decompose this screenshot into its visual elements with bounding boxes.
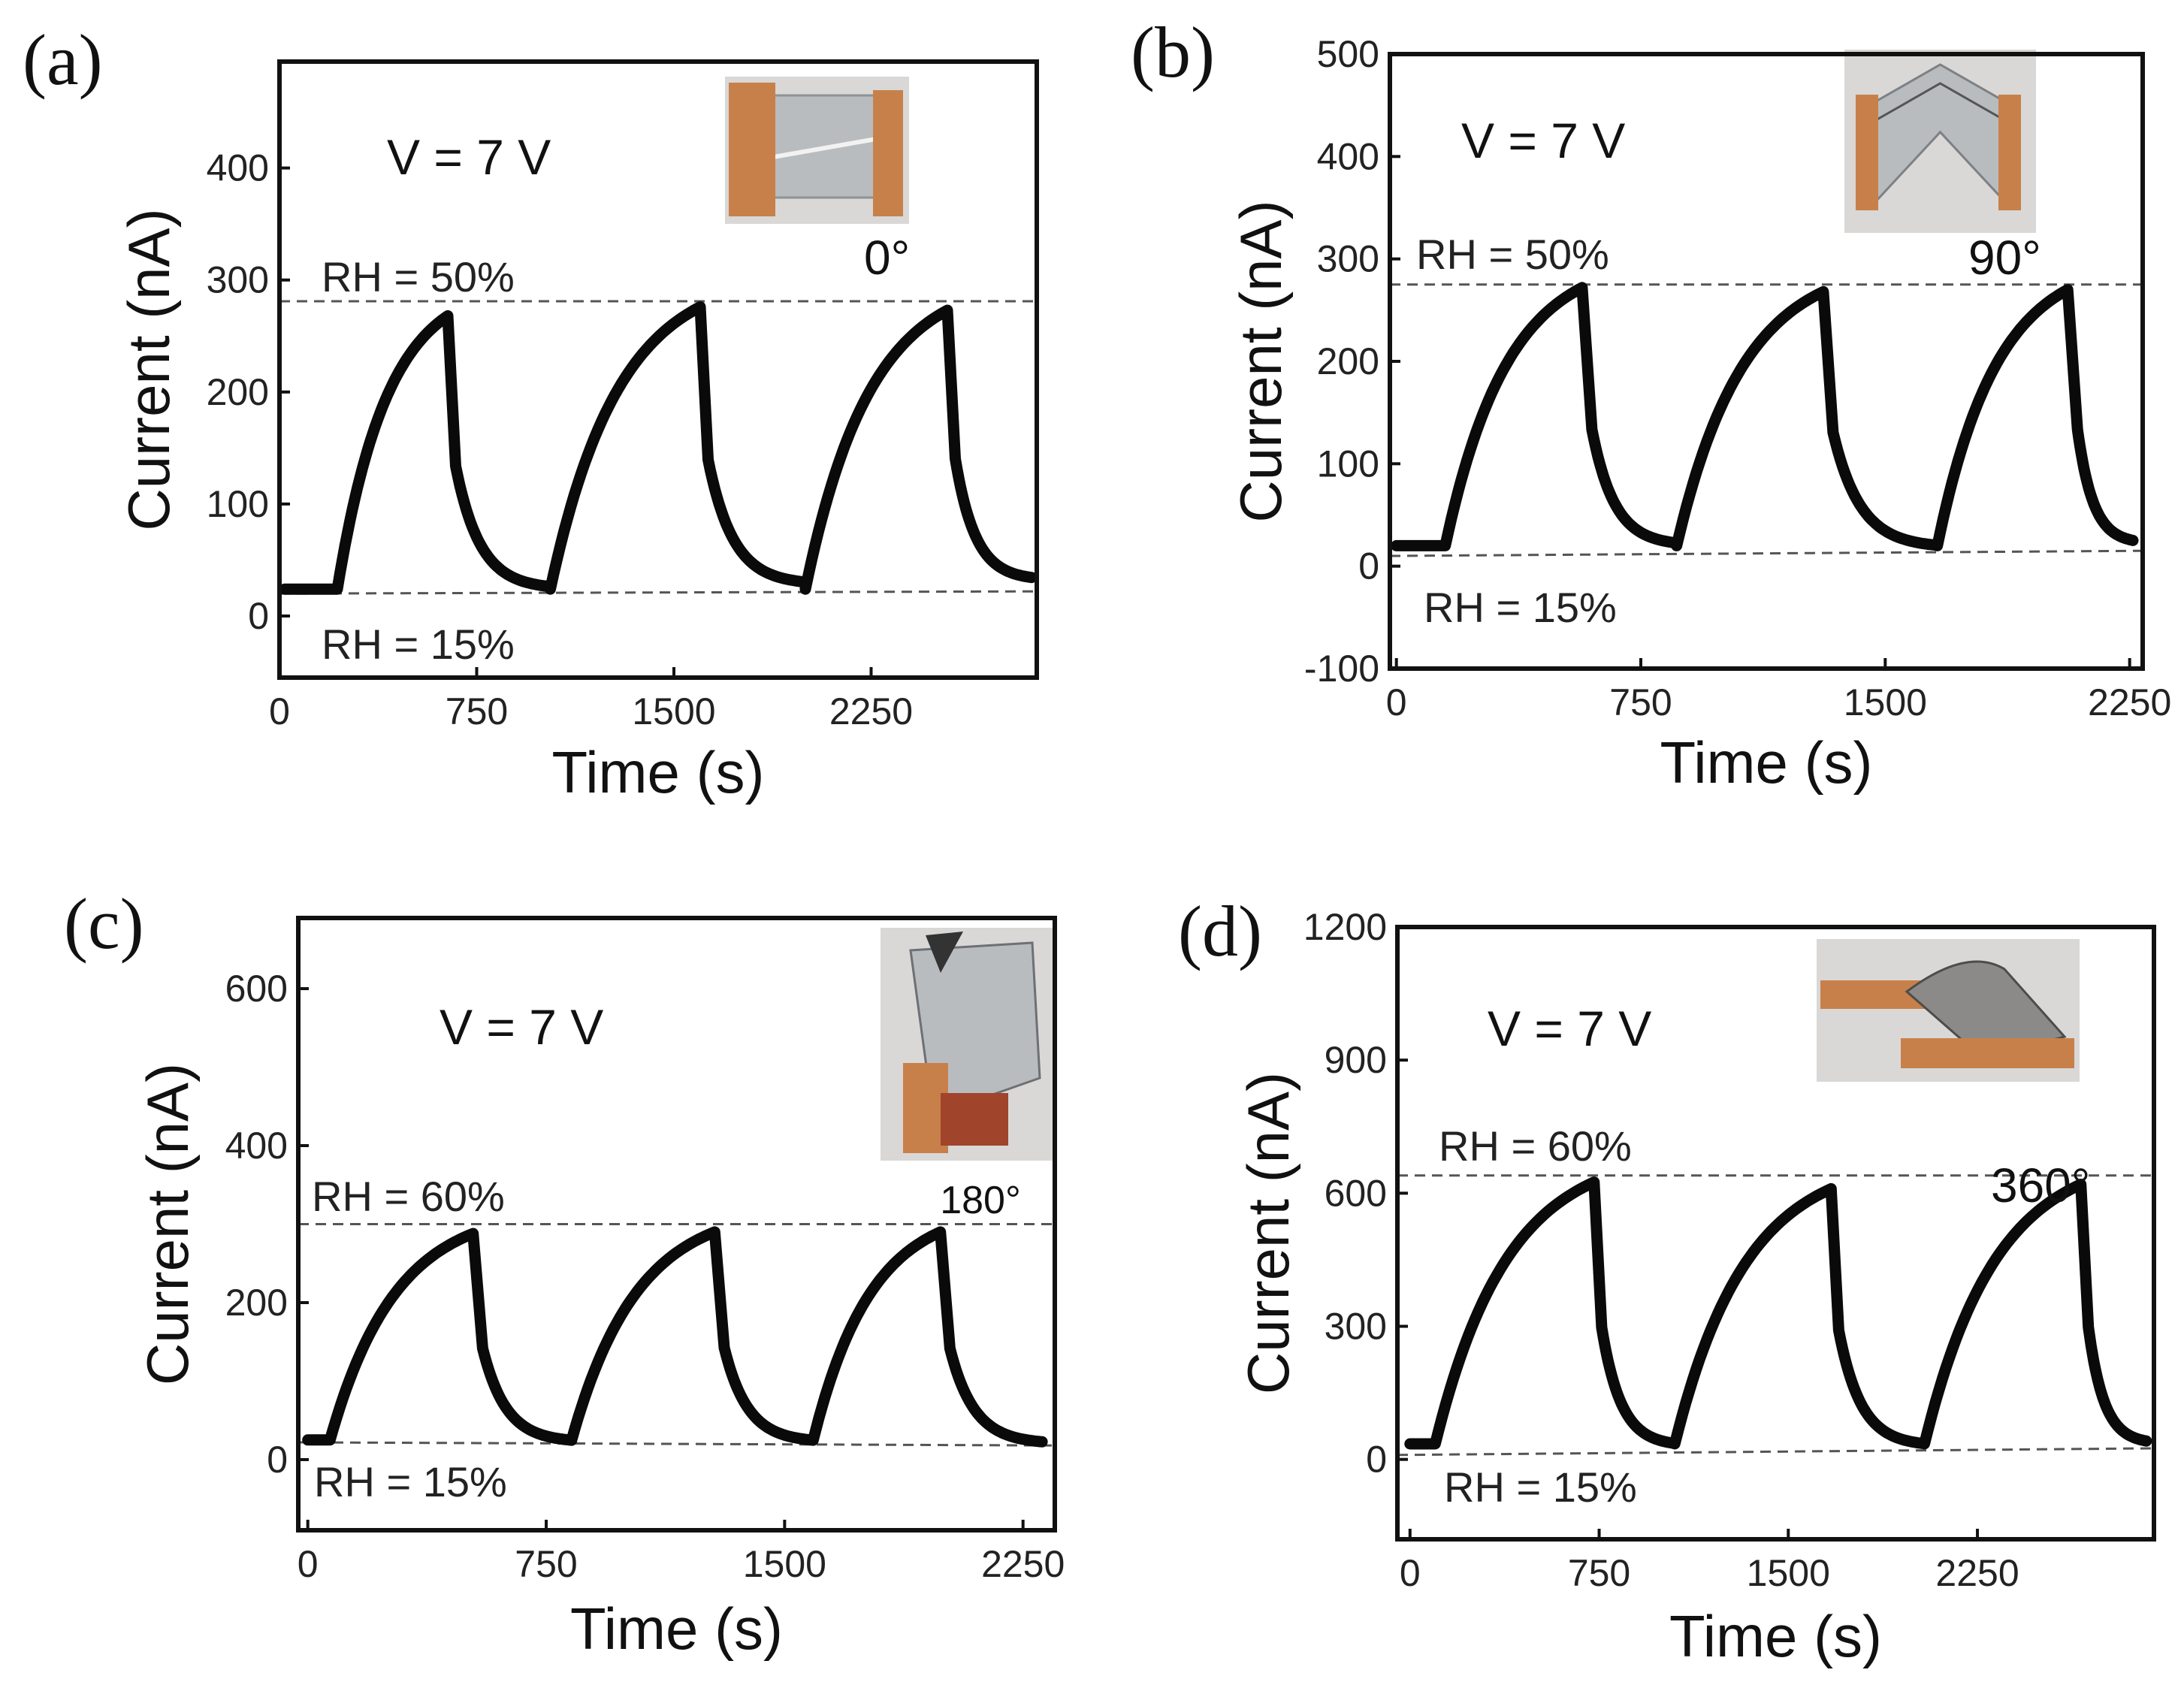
rh-high-label: RH = 50% [322, 253, 515, 300]
copper-electrode-left [1856, 95, 1878, 210]
twisted-leaf-sample-photo [1817, 939, 2080, 1082]
copper-electrode-right [873, 90, 903, 216]
y-tick-label: 300 [1325, 1306, 1387, 1348]
y-tick-label: 500 [1317, 33, 1379, 75]
rh-low-label: RH = 15% [322, 621, 515, 668]
panel-b: (b)0 750 1500 2250-1000100200300400500Time … [1131, 12, 2171, 796]
y-tick-label: 200 [207, 371, 269, 413]
plot-frame [296, 916, 1057, 1533]
panel-d: (d) 0 750 1500 2250 0 300 600 900 1200 Time (s) Cur… [1178, 891, 2156, 1669]
x-tick-label: 2250 [1935, 1552, 2019, 1594]
x-tick-label: 0 [298, 1543, 319, 1585]
rh-low-label: RH = 15% [314, 1458, 507, 1505]
flat-leaf-sample-photo [725, 77, 909, 224]
rh-high-label: RH = 50% [1416, 231, 1609, 278]
tweezer-tip [926, 932, 963, 973]
bent-leaf-sample-photo [1844, 50, 2036, 233]
x-axis-title: Time (s) [1669, 1603, 1882, 1669]
bend-angle-label: 360° [1991, 1158, 2090, 1212]
panel-label: (b) [1131, 12, 1215, 92]
x-axis-title: Time (s) [570, 1596, 783, 1662]
y-axis-title: Current (nA) [1228, 200, 1294, 522]
current-trace [302, 1226, 1048, 1448]
rh-high-label: RH = 60% [1439, 1122, 1632, 1170]
bend-angle-label: 0° [864, 231, 910, 285]
copper-electrode-left [729, 83, 775, 216]
x-tick-label: 2250 [829, 690, 913, 732]
copper-electrode-right [941, 1093, 1008, 1146]
reference-line-low [298, 1441, 1056, 1447]
y-tick-label: 300 [207, 259, 269, 301]
y-tick-label: 200 [1317, 340, 1379, 382]
reference-line-low [279, 590, 1038, 595]
y-tick-label: 300 [1317, 238, 1379, 280]
voltage-label: V = 7 V [387, 129, 551, 185]
folded-leaf-sample-photo [881, 928, 1055, 1161]
panel-label: (c) [64, 883, 144, 964]
y-tick-label: 100 [1317, 442, 1379, 485]
y-tick-label: -100 [1304, 648, 1379, 690]
x-axis-title: Time (s) [551, 739, 764, 805]
current-trace [279, 301, 1038, 595]
x-tick-label: 0 [269, 690, 290, 732]
voltage-label: V = 7 V [440, 999, 603, 1055]
y-tick-label: 600 [225, 968, 288, 1010]
y-tick-label: 900 [1325, 1039, 1387, 1081]
copper-electrode-right [1998, 95, 2021, 210]
x-tick-label: 750 [446, 690, 508, 732]
y-tick-label: 1200 [1303, 906, 1387, 948]
y-tick-label: 400 [1317, 135, 1379, 177]
plot-frame [277, 59, 1039, 680]
x-tick-label: 750 [1568, 1552, 1630, 1594]
y-tick-label: 200 [225, 1282, 288, 1324]
x-tick-label: 1500 [1844, 681, 1927, 723]
voltage-label: V = 7 V [1488, 1001, 1651, 1056]
y-tick-label: 0 [1358, 545, 1379, 587]
current-trace [1391, 282, 2139, 551]
y-tick-label: 400 [207, 147, 269, 189]
bend-angle-label: 90° [1968, 231, 2041, 285]
y-tick-label: 0 [248, 595, 269, 637]
x-tick-label: 2250 [2088, 681, 2171, 723]
y-axis-title: Current (nA) [134, 1063, 201, 1385]
panel-a: (a) 0 750 1500 2250 0 100 200 300 400 Time (s) Curr… [23, 20, 1039, 805]
y-axis-title: Current (nA) [116, 208, 182, 530]
leaf-midrib [1874, 82, 2007, 122]
rh-low-label: RH = 15% [1444, 1463, 1637, 1511]
copper-electrode-right [1901, 1038, 2074, 1068]
voltage-label: V = 7 V [1461, 113, 1625, 168]
current-trace [1404, 1176, 2152, 1450]
rh-high-label: RH = 60% [312, 1173, 505, 1220]
reference-line-low [1397, 1447, 2155, 1457]
x-tick-label: 1500 [632, 690, 715, 732]
x-tick-label: 1500 [743, 1543, 826, 1585]
x-tick-label: 2250 [981, 1543, 1065, 1585]
plot-frame [1395, 925, 2156, 1542]
x-tick-label: 750 [515, 1543, 577, 1585]
x-tick-label: 1500 [1747, 1552, 1830, 1594]
x-tick-label: 0 [1400, 1552, 1421, 1594]
panel-label: (a) [23, 20, 103, 100]
y-tick-label: 400 [225, 1125, 288, 1167]
x-axis-title: Time (s) [1660, 729, 1872, 796]
y-axis-title: Current (nA) [1235, 1072, 1301, 1394]
panel-label: (d) [1178, 891, 1262, 971]
y-tick-label: 0 [267, 1439, 288, 1481]
rh-low-label: RH = 15% [1424, 584, 1617, 631]
panel-c: (c) 0 750 1500 2250 0 200 400 600 Time (s) Current… [64, 883, 1065, 1662]
x-tick-label: 750 [1609, 681, 1672, 723]
leaf-midrib [769, 136, 880, 160]
reference-line-low [1389, 549, 2143, 557]
bend-angle-label: 180° [940, 1179, 1021, 1222]
y-tick-label: 100 [207, 483, 269, 525]
y-tick-label: 600 [1325, 1172, 1387, 1214]
x-tick-label: 0 [1386, 681, 1407, 723]
y-tick-label: 0 [1366, 1439, 1387, 1481]
